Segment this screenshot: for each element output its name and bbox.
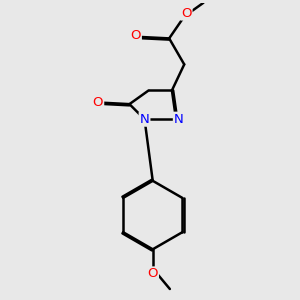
- Text: O: O: [130, 29, 141, 42]
- Text: O: O: [93, 96, 103, 109]
- Text: N: N: [140, 113, 149, 126]
- Text: O: O: [148, 267, 158, 280]
- Text: N: N: [174, 113, 184, 126]
- Text: O: O: [181, 7, 191, 20]
